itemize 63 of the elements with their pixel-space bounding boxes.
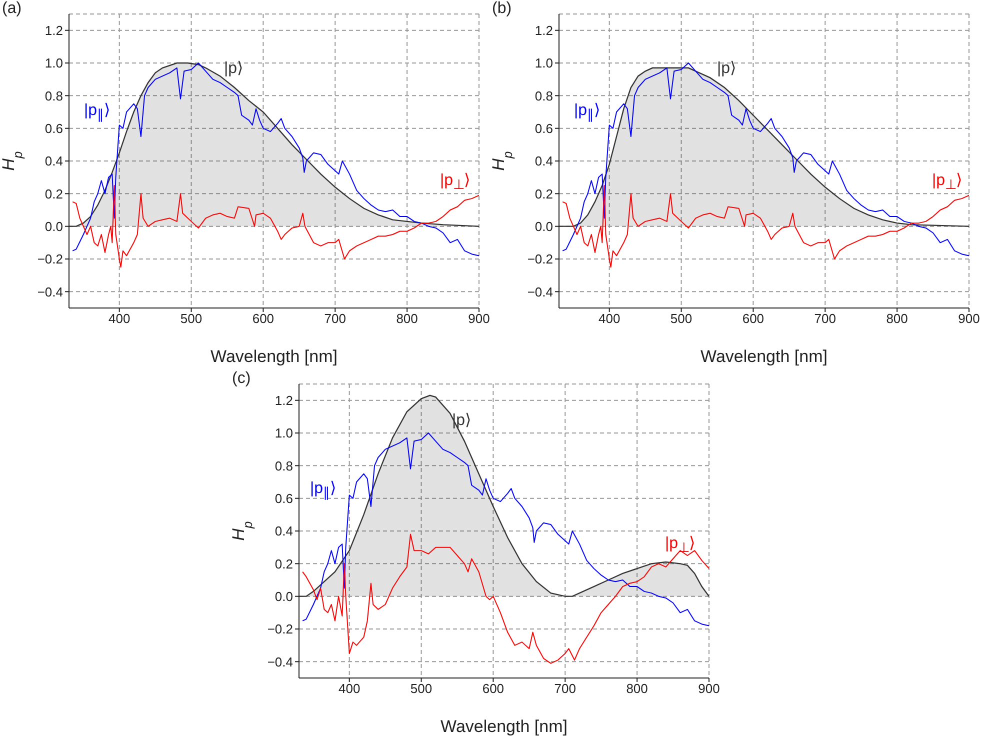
chart-title: (a): [2, 0, 22, 18]
y-tick-label: 1.2: [534, 22, 553, 38]
y-tick-label: −0.2: [267, 622, 293, 637]
y-tick-label: 0.2: [534, 186, 553, 202]
line-series: [302, 534, 709, 664]
x-tick-label: 500: [180, 311, 202, 326]
series-label: |p⟩: [224, 59, 244, 78]
x-tick-label: 800: [886, 311, 908, 326]
x-axis-title: Wavelength [nm]: [440, 717, 568, 736]
y-tick-label: 0.8: [534, 88, 553, 104]
x-tick-label: 700: [324, 311, 346, 326]
y-tick-label: −0.2: [527, 252, 553, 267]
x-tick-label: 400: [108, 311, 130, 326]
x-tick-label: 900: [958, 311, 980, 326]
x-tick-label: 900: [468, 311, 490, 326]
y-tick-label: 1.2: [44, 22, 63, 38]
line-series: [72, 62, 479, 256]
x-tick-label: 700: [814, 311, 836, 326]
chart-title: (c): [232, 370, 251, 388]
series-label: |p⟩: [717, 59, 736, 78]
y-tick-label: 0.4: [44, 154, 63, 169]
y-tick-label: 1.0: [44, 56, 63, 71]
x-tick-label: 500: [670, 311, 692, 326]
y-tick-label: −0.4: [37, 284, 63, 300]
line-series: [562, 62, 969, 256]
y-tick-label: 0.8: [274, 458, 293, 474]
y-tick-label: 0.0: [44, 218, 63, 234]
x-tick-label: 400: [598, 311, 620, 326]
x-tick-label: 400: [338, 681, 360, 696]
y-tick-label: 1.0: [534, 56, 553, 71]
series-label: |p$_{⊥}$⟩: [440, 171, 470, 192]
x-axis-title: Wavelength [nm]: [700, 347, 828, 366]
y-tick-label: 0.4: [534, 154, 553, 169]
y-tick-label: 0.6: [44, 120, 63, 136]
y-tick-label: 0.2: [274, 556, 293, 572]
series-label: |p⟩: [452, 411, 472, 430]
y-tick-label: 0.4: [274, 524, 293, 539]
y-tick-label: −0.4: [527, 284, 553, 300]
y-tick-label: 0.6: [534, 120, 553, 136]
y-tick-label: 1.2: [274, 392, 293, 408]
x-tick-label: 600: [742, 311, 764, 326]
x-tick-label: 900: [698, 681, 720, 696]
chart-title: (b): [492, 0, 512, 18]
x-tick-label: 600: [482, 681, 504, 696]
line-series: [302, 432, 709, 626]
x-tick-label: 800: [396, 311, 418, 326]
series-label: |p$_{⊥}$⟩: [932, 171, 962, 192]
x-tick-label: 600: [252, 311, 274, 326]
series-label: |p$_{∥}$⟩: [84, 101, 110, 122]
x-tick-label: 800: [626, 681, 648, 696]
y-tick-label: 1.0: [274, 426, 293, 441]
series-label: |p$_{∥}$⟩: [574, 101, 600, 122]
series-label: |p$_{∥}$⟩: [310, 479, 336, 500]
y-tick-label: 0.2: [44, 186, 63, 202]
y-tick-label: 0.8: [44, 88, 63, 104]
x-tick-label: 500: [410, 681, 432, 696]
x-tick-label: 700: [554, 681, 576, 696]
y-tick-label: 0.6: [274, 490, 293, 506]
x-axis-title: Wavelength [nm]: [210, 347, 338, 366]
y-tick-label: −0.2: [37, 252, 63, 267]
y-tick-label: 0.0: [534, 218, 553, 234]
y-tick-label: 0.0: [274, 588, 293, 604]
y-tick-label: −0.4: [267, 654, 293, 670]
